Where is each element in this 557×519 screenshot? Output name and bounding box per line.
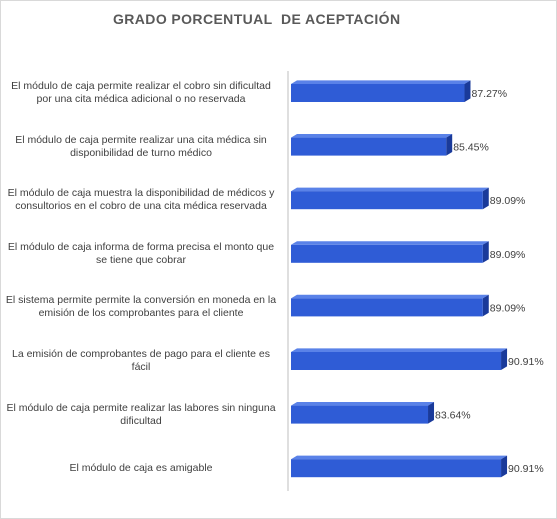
category-label: El módulo de caja informa de forma preci…	[7, 240, 275, 266]
category-label: El módulo de caja permite realizar las l…	[6, 401, 276, 427]
bar-side-face	[501, 455, 508, 478]
bar	[291, 191, 483, 210]
bar	[291, 459, 502, 478]
bar-top-face	[291, 455, 508, 460]
bar	[291, 298, 483, 317]
category-label: El módulo de caja muestra la disponibili…	[7, 187, 275, 213]
data-label: 90.91%	[508, 463, 544, 475]
data-label: 83.64%	[435, 410, 471, 422]
data-label: 89.09%	[490, 249, 526, 261]
data-label: 87.27%	[471, 88, 507, 100]
data-label: 90.91%	[508, 356, 544, 368]
bar	[291, 84, 465, 102]
bar-side-face	[501, 348, 508, 370]
category-label: La emisión de comprobantes de pago para …	[12, 348, 270, 373]
bar	[291, 137, 447, 156]
bar-side-face	[482, 294, 489, 317]
chart-title: GRADO PORCENTUAL DE ACEPTACIÓN	[113, 11, 401, 27]
bar-top-face	[291, 134, 453, 138]
bar	[291, 352, 502, 370]
bar-side-face	[482, 241, 489, 263]
bar-top-face	[291, 348, 508, 352]
category-label: El módulo de caja permite realizar el co…	[11, 80, 271, 105]
bar	[291, 405, 429, 424]
bar-side-face	[464, 80, 471, 102]
data-label: 85.45%	[453, 142, 489, 154]
category-label: El módulo de caja es amigable	[69, 461, 213, 474]
bar-top-face	[291, 187, 489, 192]
category-label: El módulo de caja permite realizar una c…	[15, 133, 267, 159]
bar-side-face	[482, 187, 489, 210]
bar	[291, 244, 483, 263]
bar-side-face	[428, 402, 435, 424]
data-label: 89.09%	[490, 302, 526, 314]
category-label: El sistema permite permite la conversión…	[5, 294, 277, 320]
bar-top-face	[291, 241, 489, 245]
bar-top-face	[291, 80, 471, 84]
bar-top-face	[291, 402, 435, 406]
data-label: 89.09%	[490, 195, 526, 207]
bar-top-face	[291, 294, 489, 299]
bar-side-face	[446, 134, 453, 156]
